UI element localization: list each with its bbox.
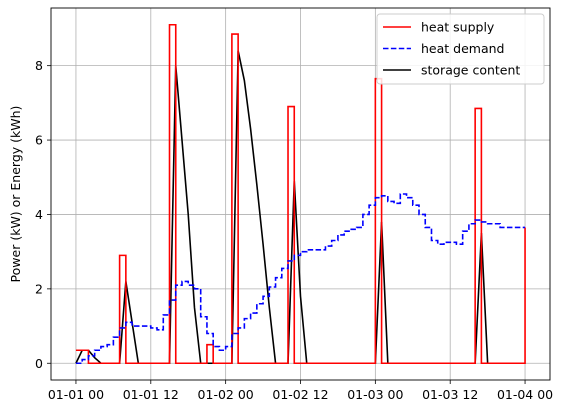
legend: heat supply heat demand storage content	[376, 13, 545, 85]
y-tick-label: 8	[35, 58, 43, 73]
legend-box	[376, 13, 545, 85]
legend-label-heat-demand: heat demand	[421, 41, 504, 56]
x-tick-label: 01-01 00	[48, 387, 104, 402]
legend-label-storage-content: storage content	[421, 63, 520, 78]
x-tick-label: 01-03 12	[422, 387, 478, 402]
x-tick-label: 01-01 12	[123, 387, 179, 402]
y-tick-label: 4	[35, 207, 43, 222]
y-axis-label: Power (kW) or Energy (kWh)	[8, 106, 23, 283]
x-tick-label: 01-02 00	[198, 387, 254, 402]
x-tick-label: 01-03 00	[347, 387, 403, 402]
ticks: 01-01 00 01-01 12 01-02 00 01-02 12 01-03 00…	[35, 58, 553, 402]
heat-supply-series-line	[75, 23, 526, 365]
x-tick-label: 01-02 12	[272, 387, 328, 402]
plot-area	[75, 23, 526, 365]
x-tick-label: 01-04 00	[497, 387, 553, 402]
y-tick-label: 6	[35, 133, 43, 148]
y-tick-label: 0	[35, 356, 43, 371]
legend-label-heat-supply: heat supply	[421, 20, 495, 35]
heat-demand-series-line	[75, 193, 526, 365]
y-tick-label: 2	[35, 281, 43, 296]
